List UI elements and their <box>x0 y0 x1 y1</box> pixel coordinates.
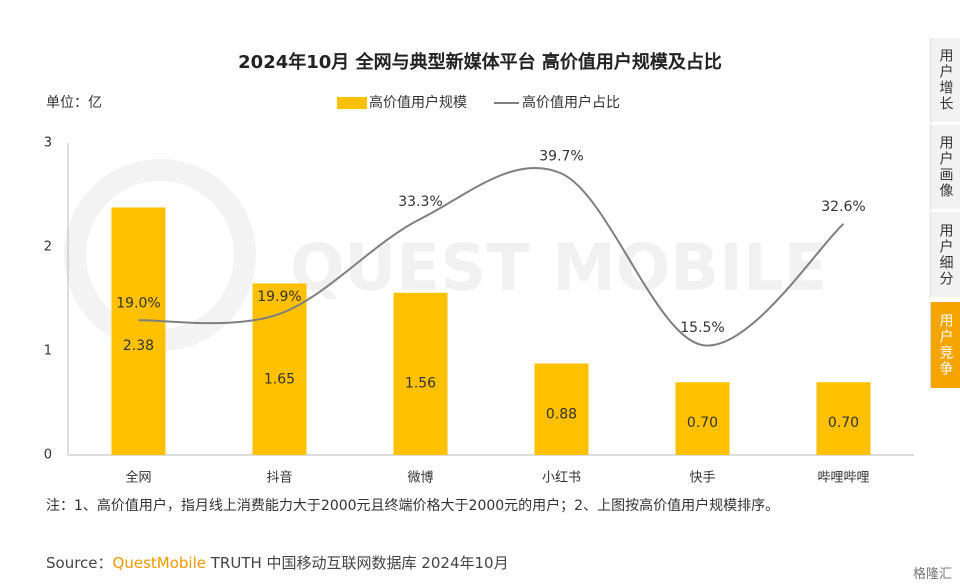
x-tick-label: 哔哩哔哩 <box>817 471 869 486</box>
y-tick-label: 2 <box>44 240 52 255</box>
bar-value-label: 0.88 <box>546 407 577 423</box>
bar <box>816 382 871 455</box>
bar <box>393 292 448 455</box>
x-tick-label: 抖音 <box>266 470 292 486</box>
source-prefix: Source： <box>46 554 113 572</box>
chart: 2024年10月 全网与典型新媒体平台 高价值用户规模及占比 单位：亿 QUES… <box>44 51 914 486</box>
nav-tab[interactable]: 用户竞争 <box>930 302 960 388</box>
line-value-label: 39.7% <box>539 148 583 164</box>
bar <box>675 382 730 455</box>
legend-swatch <box>337 97 367 109</box>
nav-tab[interactable]: 用户增长 <box>930 38 960 122</box>
bar-value-label: 1.65 <box>264 371 295 387</box>
y-tick-label: 0 <box>44 448 52 463</box>
line-value-label: 19.9% <box>257 289 301 305</box>
y-tick-label: 3 <box>44 136 52 151</box>
x-tick-label: 全网 <box>125 470 151 486</box>
bar <box>111 207 166 455</box>
source-rest: TRUTH 中国移动互联网数据库 2024年10月 <box>210 554 509 572</box>
source-brand: QuestMobile <box>112 554 206 572</box>
note: 注：1、高价值用户，指月线上消费能力大于2000元且终端价格大于2000元的用户… <box>46 498 780 514</box>
x-tick-label: 快手 <box>689 471 715 486</box>
bar <box>252 283 307 455</box>
nav-tab[interactable]: 用户细分 <box>930 212 960 297</box>
bar-value-label: 2.38 <box>123 338 154 354</box>
bar-value-label: 0.70 <box>687 415 718 431</box>
line-value-label: 32.6% <box>821 199 865 215</box>
line-value-label: 19.0% <box>116 295 160 311</box>
nav-tab[interactable]: 用户画像 <box>930 125 960 209</box>
line-value-label: 15.5% <box>680 320 724 336</box>
source: Source：QuestMobile TRUTH 中国移动互联网数据库 2024… <box>46 552 509 573</box>
bar-value-label: 0.70 <box>828 415 859 431</box>
chart-title: 2024年10月 全网与典型新媒体平台 高价值用户规模及占比 <box>238 51 722 73</box>
x-tick-label: 微博 <box>407 471 433 486</box>
watermark: QUEST MOBILE <box>290 232 827 306</box>
line-value-label: 33.3% <box>398 194 442 210</box>
bar <box>534 363 589 455</box>
legend-label: 高价值用户占比 <box>522 94 620 111</box>
corner-logo: 格隆汇 <box>912 567 952 582</box>
legend-label: 高价值用户规模 <box>369 94 467 111</box>
x-tick-label: 小红书 <box>542 470 581 486</box>
bar-value-label: 1.56 <box>405 376 436 392</box>
y-tick-label: 1 <box>44 344 52 359</box>
line <box>138 167 845 347</box>
unit-label: 单位：亿 <box>46 95 102 111</box>
